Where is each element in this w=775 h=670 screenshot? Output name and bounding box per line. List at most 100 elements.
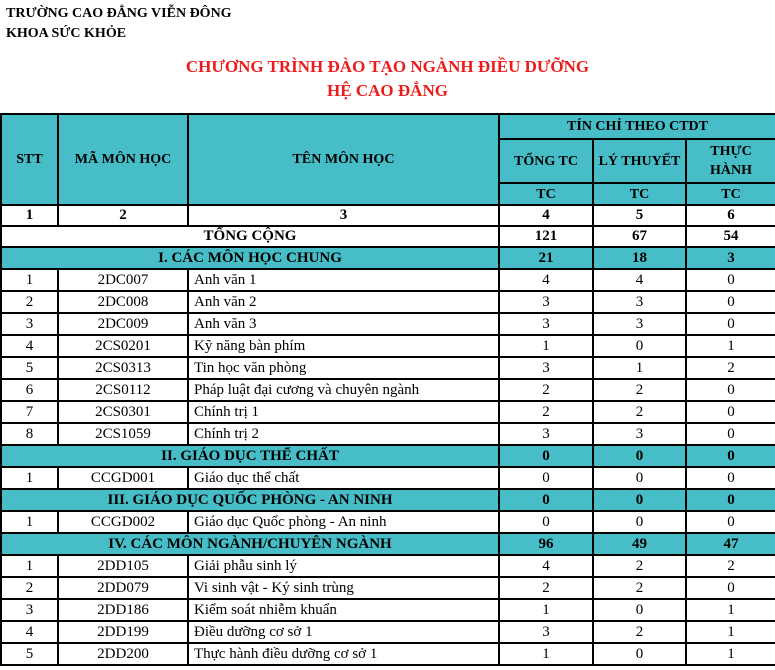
course-code: 2DC008	[57, 290, 189, 314]
course-theory-credits: 0	[592, 466, 687, 490]
course-name: Kiểm soát nhiễm khuẩn	[187, 598, 500, 622]
course-name: Điều dưỡng cơ sở 1	[187, 620, 500, 644]
grand-total-practice: 54	[684, 225, 775, 248]
section-practice-credits: 3	[684, 246, 775, 270]
course-stt: 1	[0, 554, 59, 578]
section-label: III. GIÁO DỤC QUỐC PHÒNG - AN NINH	[0, 488, 500, 512]
course-total-credits: 2	[498, 576, 594, 600]
col-header-theory-credits: LÝ THUYẾT	[592, 138, 687, 184]
section-total-credits: 0	[498, 488, 594, 512]
course-name: Thực hành điều dưỡng cơ sở 1	[187, 642, 500, 666]
course-theory-credits: 0	[592, 642, 687, 666]
section-row: II. GIÁO DỤC THỂ CHẤT 0 0 0	[0, 444, 775, 468]
course-theory-credits: 3	[592, 422, 687, 446]
section-theory-credits: 49	[592, 532, 687, 556]
course-stt: 5	[0, 356, 59, 380]
section-label: IV. CÁC MÔN NGÀNH/CHUYÊN NGÀNH	[0, 532, 500, 556]
section-label: II. GIÁO DỤC THỂ CHẤT	[0, 444, 500, 468]
course-code: 2DD079	[57, 576, 189, 600]
course-stt: 3	[0, 312, 59, 336]
course-practice-credits: 0	[684, 510, 775, 534]
grand-total-row: TỔNG CỘNG 121 67 54	[0, 225, 775, 248]
course-practice-credits: 0	[684, 422, 775, 446]
col-header-course-code: MÃ MÔN HỌC	[57, 113, 189, 206]
course-stt: 8	[0, 422, 59, 446]
course-practice-credits: 0	[684, 576, 775, 600]
document-title: CHƯƠNG TRÌNH ĐÀO TẠO NGÀNH ĐIỀU DƯỠNG HỆ…	[0, 55, 775, 103]
course-practice-credits: 0	[684, 312, 775, 336]
index-1: 1	[0, 204, 59, 227]
course-code: 2DC007	[57, 268, 189, 292]
course-code: CCGD002	[57, 510, 189, 534]
section-row: III. GIÁO DỤC QUỐC PHÒNG - AN NINH 0 0 0	[0, 488, 775, 512]
section-practice-credits: 47	[684, 532, 775, 556]
course-code: 2CS1059	[57, 422, 189, 446]
course-theory-credits: 3	[592, 290, 687, 314]
section-practice-credits: 0	[684, 488, 775, 512]
title-line-2: HỆ CAO ĐẲNG	[327, 81, 448, 100]
course-practice-credits: 0	[684, 466, 775, 490]
index-3: 3	[187, 204, 500, 227]
section-total-credits: 0	[498, 444, 594, 468]
course-stt: 4	[0, 620, 59, 644]
grand-total-credits: 121	[498, 225, 594, 248]
grand-total-theory: 67	[592, 225, 687, 248]
column-index-row: 1 2 3 4 5 6	[0, 204, 775, 227]
course-total-credits: 0	[498, 466, 594, 490]
section-row: I. CÁC MÔN HỌC CHUNG 21 18 3	[0, 246, 775, 270]
section-theory-credits: 18	[592, 246, 687, 270]
course-code: 2DD199	[57, 620, 189, 644]
course-stt: 4	[0, 334, 59, 358]
course-stt: 1	[0, 510, 59, 534]
course-total-credits: 2	[498, 400, 594, 424]
course-name: Giải phẫu sinh lý	[187, 554, 500, 578]
table-body: TỔNG CỘNG 121 67 54 I. CÁC MÔN HỌC CHUNG…	[0, 225, 775, 666]
course-practice-credits: 0	[684, 290, 775, 314]
course-theory-credits: 0	[592, 598, 687, 622]
unit-practice: TC	[684, 182, 775, 206]
course-theory-credits: 3	[592, 312, 687, 336]
course-name: Giáo dục Quốc phòng - An ninh	[187, 510, 500, 534]
course-total-credits: 3	[498, 356, 594, 380]
header-row-units: TC TC TC	[1, 182, 775, 206]
course-practice-credits: 0	[684, 400, 775, 424]
course-stt: 2	[0, 576, 59, 600]
course-code: 2DD186	[57, 598, 189, 622]
section-total-credits: 21	[498, 246, 594, 270]
grand-total-label: TỔNG CỘNG	[0, 225, 500, 248]
org-name: TRƯỜNG CAO ĐẲNG VIỄN ĐÔNG	[6, 6, 232, 21]
course-total-credits: 3	[498, 620, 594, 644]
unit-theory: TC	[592, 182, 687, 206]
course-theory-credits: 0	[592, 510, 687, 534]
course-row: 6 2CS0112 Pháp luật đại cương và chuyên ng…	[0, 378, 775, 402]
course-name: Giáo dục thể chất	[187, 466, 500, 490]
course-name: Anh văn 3	[187, 312, 500, 336]
course-practice-credits: 1	[684, 598, 775, 622]
col-header-total-credits: TỔNG TC	[498, 138, 594, 184]
course-theory-credits: 1	[592, 356, 687, 380]
course-practice-credits: 0	[684, 378, 775, 402]
course-practice-credits: 2	[684, 356, 775, 380]
course-theory-credits: 2	[592, 576, 687, 600]
course-total-credits: 1	[498, 598, 594, 622]
header-row-group: STT MÃ MÔN HỌC TÊN MÔN HỌC TÍN CHỈ THEO …	[0, 113, 775, 206]
course-row: 4 2CS0201 Kỹ năng bàn phím 1 0 1	[0, 334, 775, 358]
course-practice-credits: 1	[684, 620, 775, 644]
course-code: 2CS0313	[57, 356, 189, 380]
course-code: 2CS0201	[57, 334, 189, 358]
course-stt: 6	[0, 378, 59, 402]
course-row: 1 CCGD002 Giáo dục Quốc phòng - An ninh 0 0 0	[0, 510, 775, 534]
col-header-stt: STT	[0, 113, 59, 206]
course-stt: 5	[0, 642, 59, 666]
section-theory-credits: 0	[592, 488, 687, 512]
unit-total: TC	[498, 182, 594, 206]
course-row: 5 2CS0313 Tin học văn phòng 3 1 2	[0, 356, 775, 380]
curriculum-table: STT MÃ MÔN HỌC TÊN MÔN HỌC TÍN CHỈ THEO …	[0, 113, 775, 666]
index-2: 2	[57, 204, 189, 227]
course-theory-credits: 2	[592, 620, 687, 644]
course-practice-credits: 2	[684, 554, 775, 578]
course-theory-credits: 2	[592, 400, 687, 424]
section-practice-credits: 0	[684, 444, 775, 468]
